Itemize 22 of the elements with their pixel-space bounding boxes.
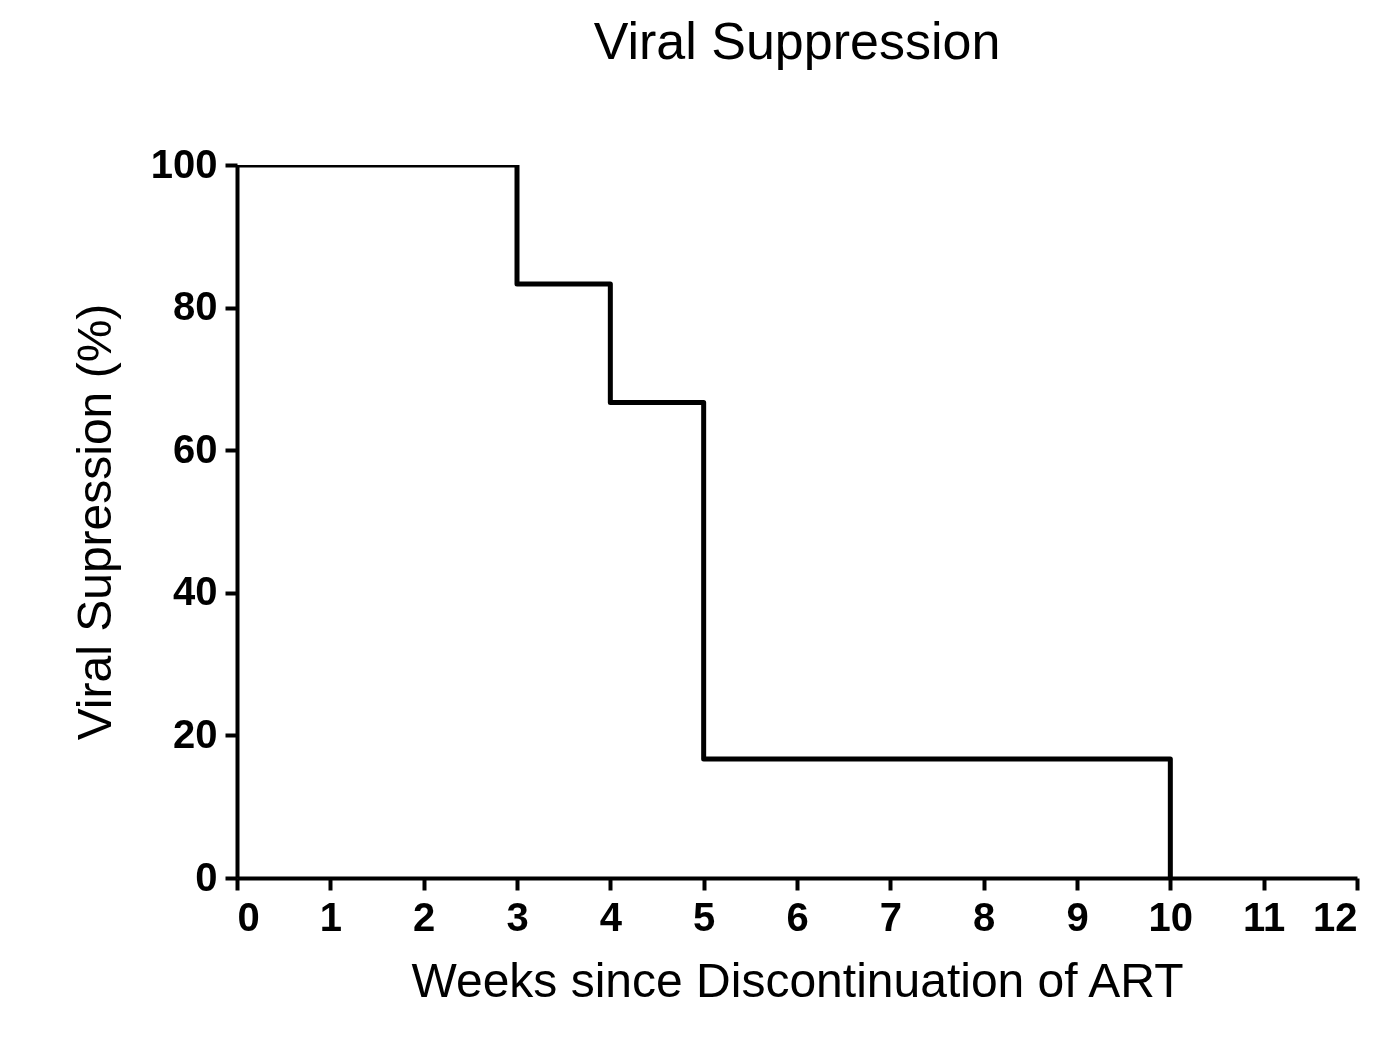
x-tick-label: 5 (693, 894, 716, 939)
x-tick-label: 4 (599, 894, 623, 939)
x-axis-title: Weeks since Discontinuation of ART (411, 953, 1184, 1007)
x-tick-label: 2 (413, 894, 436, 939)
y-tick-label: 60 (173, 426, 218, 471)
x-tick-label: 1 (319, 894, 342, 939)
x-tick-label: 9 (1066, 894, 1089, 939)
x-tick-label: 10 (1148, 894, 1194, 939)
y-tick-label: 40 (173, 569, 218, 614)
x-tick-label: 8 (973, 894, 996, 939)
x-tick-label: 3 (506, 894, 529, 939)
y-tick-label: 100 (150, 141, 218, 186)
x-tick-label: 7 (879, 894, 902, 939)
chart-title: Viral Suppression (593, 12, 1001, 70)
y-tick-label: 80 (173, 284, 218, 329)
x-tick-label: 6 (786, 894, 809, 939)
y-axis-title: Viral Supression (%) (67, 303, 121, 741)
x-tick-label: 12 (1313, 894, 1358, 939)
y-tick-label: 0 (195, 854, 218, 899)
x-tick-label: 11 (1243, 894, 1286, 939)
y-tick-label: 20 (173, 711, 218, 756)
x-tick-label: 0 (237, 894, 260, 939)
